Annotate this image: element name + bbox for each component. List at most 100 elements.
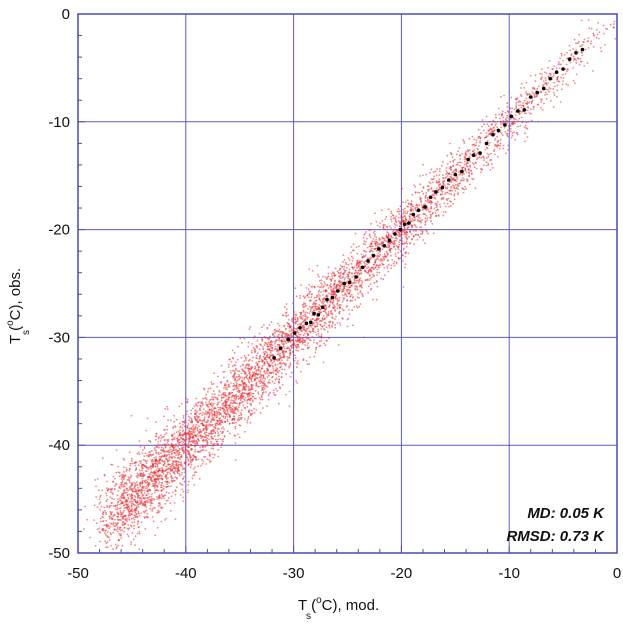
cloud-point xyxy=(446,191,449,194)
cloud-point xyxy=(547,89,550,91)
cloud-point xyxy=(457,192,460,194)
cloud-point xyxy=(140,512,143,514)
cloud-point xyxy=(131,510,134,513)
cloud-point xyxy=(235,396,238,398)
cloud-point xyxy=(273,335,276,338)
cloud-point xyxy=(549,99,552,102)
cloud-point xyxy=(369,274,371,277)
cloud-point xyxy=(481,169,483,171)
cloud-point xyxy=(253,371,256,374)
cloud-point xyxy=(306,311,309,314)
cloud-point xyxy=(181,443,184,446)
cloud-point xyxy=(520,116,523,119)
cloud-point xyxy=(474,187,477,190)
cloud-point xyxy=(168,446,171,449)
cloud-point xyxy=(156,459,159,462)
cloud-point xyxy=(439,205,442,208)
cloud-point xyxy=(262,356,265,358)
cloud-point xyxy=(118,507,121,510)
cloud-point xyxy=(171,452,173,455)
cloud-point xyxy=(169,448,172,451)
cloud-point xyxy=(326,330,329,333)
cloud-point xyxy=(283,368,286,371)
cloud-point xyxy=(210,429,213,432)
cloud-point xyxy=(131,457,133,460)
cloud-point xyxy=(159,504,161,506)
cloud-point xyxy=(458,174,460,176)
cloud-point xyxy=(419,229,422,232)
cloud-point xyxy=(252,392,255,395)
cloud-point xyxy=(321,325,324,328)
cloud-point xyxy=(304,302,307,305)
cloud-point xyxy=(179,458,182,461)
cloud-point xyxy=(258,397,261,399)
cloud-point xyxy=(569,49,572,52)
cloud-point xyxy=(223,408,226,411)
cloud-point xyxy=(182,429,185,432)
cloud-point xyxy=(556,84,559,87)
cloud-point xyxy=(267,381,269,384)
cloud-point xyxy=(175,418,178,421)
cloud-point xyxy=(247,389,250,391)
cloud-point xyxy=(269,335,271,338)
cloud-point xyxy=(130,506,133,508)
cloud-point xyxy=(317,330,319,333)
cloud-point xyxy=(250,385,253,387)
cloud-point xyxy=(463,188,465,191)
cloud-point xyxy=(169,473,172,475)
cloud-point xyxy=(317,307,320,310)
cloud-point xyxy=(395,221,398,224)
cloud-point xyxy=(269,391,272,394)
cloud-point xyxy=(129,513,131,515)
cloud-point xyxy=(406,199,409,202)
cloud-point xyxy=(434,170,437,173)
cloud-point xyxy=(266,367,269,370)
cloud-point xyxy=(417,234,419,237)
cloud-point xyxy=(492,127,495,129)
cloud-point xyxy=(210,447,213,450)
cloud-point xyxy=(374,259,377,261)
cloud-point xyxy=(395,245,398,247)
cloud-point xyxy=(358,263,361,266)
cloud-point xyxy=(114,518,116,521)
cloud-point xyxy=(544,77,547,79)
cloud-point xyxy=(146,494,148,497)
cloud-point xyxy=(261,396,263,399)
cloud-point xyxy=(545,79,547,81)
cloud-point xyxy=(483,159,485,162)
cloud-point xyxy=(325,295,328,298)
cloud-point xyxy=(480,171,482,174)
cloud-point xyxy=(210,404,213,407)
cloud-point xyxy=(197,458,200,461)
cloud-point xyxy=(263,387,266,390)
cloud-point xyxy=(258,348,261,351)
cloud-point xyxy=(336,298,339,301)
cloud-point xyxy=(424,242,426,245)
cloud-point xyxy=(226,379,229,382)
cloud-point xyxy=(261,378,264,380)
cloud-point xyxy=(373,240,376,243)
cloud-point xyxy=(277,333,280,336)
cloud-point xyxy=(146,466,149,469)
cloud-point xyxy=(178,461,181,464)
cloud-point xyxy=(95,485,97,488)
cloud-point xyxy=(105,487,108,490)
cloud-point xyxy=(233,418,235,420)
cloud-point xyxy=(177,435,180,438)
cloud-point xyxy=(126,469,128,471)
cloud-point xyxy=(158,455,161,458)
cloud-point xyxy=(580,60,583,63)
cloud-point xyxy=(317,275,320,278)
cloud-point xyxy=(390,220,393,223)
cloud-point xyxy=(167,419,169,422)
cloud-point xyxy=(375,240,378,243)
cloud-point xyxy=(237,418,240,421)
cloud-point xyxy=(195,397,198,400)
cloud-point xyxy=(331,277,334,280)
cloud-point xyxy=(138,548,141,551)
cloud-point xyxy=(205,444,208,447)
cloud-point xyxy=(183,421,186,424)
cloud-point xyxy=(369,283,372,286)
cloud-point xyxy=(269,355,272,358)
cloud-point xyxy=(197,435,200,438)
